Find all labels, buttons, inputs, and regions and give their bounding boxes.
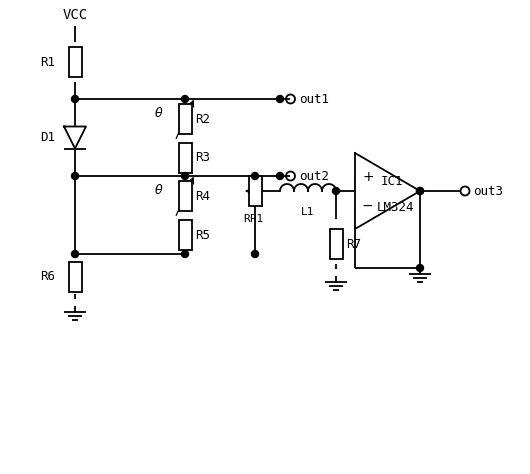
Text: R6: R6 [40,270,55,283]
Bar [330,229,342,259]
Circle shape [332,188,340,194]
Polygon shape [355,153,420,229]
Text: R7: R7 [346,237,361,250]
Text: out3: out3 [473,184,503,198]
Circle shape [417,264,423,272]
Circle shape [72,250,78,257]
Bar [68,47,82,77]
Bar [249,176,261,206]
Bar [68,262,82,292]
Polygon shape [64,127,86,148]
Bar [179,181,191,211]
Text: +: + [362,170,374,183]
Circle shape [277,95,284,102]
Circle shape [72,95,78,102]
Text: R2: R2 [195,112,210,126]
Circle shape [277,173,284,180]
Bar [179,104,191,134]
Circle shape [181,95,189,102]
Text: out1: out1 [299,92,330,106]
Circle shape [181,250,189,257]
Text: IC1: IC1 [381,174,404,188]
Text: D1: D1 [40,131,55,144]
Bar [179,220,191,250]
Circle shape [72,173,78,180]
Text: R4: R4 [195,190,210,202]
Circle shape [181,173,189,180]
Circle shape [252,250,259,257]
Text: R1: R1 [40,55,55,69]
Circle shape [252,173,259,180]
Text: −: − [362,199,374,212]
Text: LM324: LM324 [377,201,414,213]
Text: R5: R5 [195,228,210,241]
Text: $\theta$: $\theta$ [154,106,164,120]
Text: $\theta$: $\theta$ [154,183,164,197]
Text: VCC: VCC [63,8,87,22]
Text: out2: out2 [299,170,330,182]
Text: RP1: RP1 [243,214,263,224]
Text: L1: L1 [301,207,315,217]
Circle shape [417,188,423,194]
Text: R3: R3 [195,151,210,164]
Circle shape [417,188,423,194]
Bar [179,143,191,173]
